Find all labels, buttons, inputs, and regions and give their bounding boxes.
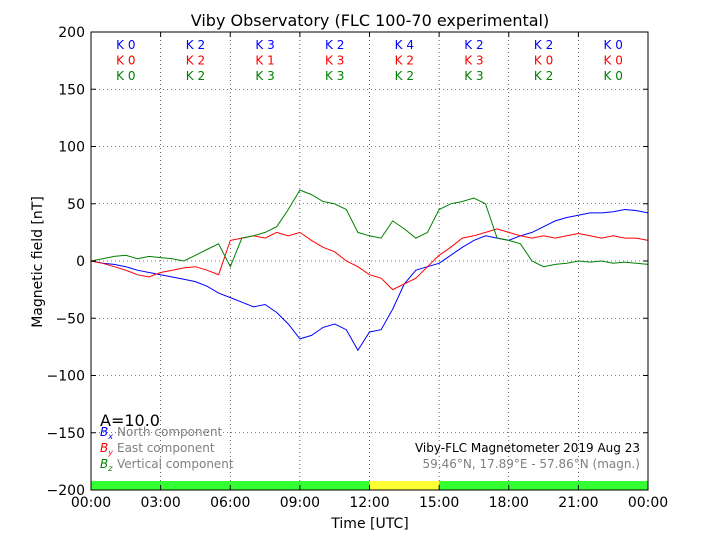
- x-tick-label: 00:00: [71, 495, 111, 511]
- k-index-value: K 3: [255, 69, 274, 83]
- series-line-x: [90, 208, 649, 352]
- series-line-z: [90, 189, 649, 268]
- k-index-value: K 2: [534, 38, 553, 52]
- y-tick-label: −200: [47, 483, 85, 499]
- k-index-value: K 0: [604, 69, 623, 83]
- legend-label: East component: [117, 441, 215, 455]
- legend-symbol-letter: B: [100, 457, 108, 471]
- legend-symbol-letter: B: [100, 441, 108, 455]
- y-tick-label: −50: [55, 311, 85, 327]
- status-segment: [369, 481, 440, 490]
- y-axis-label: Magnetic field [nT]: [30, 196, 46, 328]
- k-index-value: K 2: [395, 69, 414, 83]
- series-line-y: [90, 228, 649, 291]
- x-tick-label: 15:00: [419, 495, 459, 511]
- k-index-value: K 0: [604, 54, 623, 68]
- activity-index-label: A=10.0: [100, 411, 160, 430]
- x-tick-label: 06:00: [210, 495, 250, 511]
- y-tick-label: 200: [58, 25, 85, 41]
- chart-title: Viby Observatory (FLC 100-70 experimenta…: [191, 11, 550, 30]
- y-tick-label: −150: [47, 426, 85, 442]
- x-tick-label: 00:00: [628, 495, 668, 511]
- k-index-value: K 2: [186, 54, 205, 68]
- k-index-value: K 2: [534, 69, 553, 83]
- x-axis-label: Time [UTC]: [330, 516, 408, 532]
- x-tick-label: 18:00: [489, 495, 529, 511]
- k-index-value: K 2: [395, 54, 414, 68]
- k-index-value: K 2: [325, 38, 344, 52]
- k-index-value: K 0: [604, 38, 623, 52]
- legend-symbol: Bx: [100, 425, 113, 441]
- legend-symbol-subscript: z: [107, 464, 113, 473]
- k-index-value: K 3: [464, 54, 483, 68]
- y-tick-label: −100: [47, 369, 85, 385]
- legend: Bx North component By East component Bz Verti…: [100, 425, 234, 473]
- legend-symbol-subscript: x: [107, 432, 113, 441]
- y-tick-label: 0: [76, 254, 85, 270]
- legend-symbol: Bz: [100, 457, 113, 473]
- k-index-value: K 0: [116, 38, 135, 52]
- x-tick-label: 21:00: [558, 495, 598, 511]
- k-index-value: K 2: [186, 69, 205, 83]
- k-index-value: K 3: [325, 54, 344, 68]
- legend-symbol-subscript: y: [107, 448, 113, 457]
- k-index-value: K 0: [534, 54, 553, 68]
- k-index-value: K 2: [186, 38, 205, 52]
- status-segment: [439, 481, 648, 490]
- x-tick-label: 09:00: [280, 495, 320, 511]
- footer-title: Viby-FLC Magnetometer 2019 Aug 23: [415, 441, 640, 455]
- y-tick-label: 150: [58, 82, 85, 98]
- k-index-value: K 0: [116, 69, 135, 83]
- k-index-value: K 3: [464, 69, 483, 83]
- k-index-value: K 1: [255, 54, 274, 68]
- legend-label: North component: [117, 425, 223, 439]
- legend-symbol-letter: B: [100, 425, 108, 439]
- x-tick-label: 12:00: [349, 495, 389, 511]
- footer-coordinates: 59.46°N, 17.89°E - 57.86°N (magn.): [423, 457, 640, 471]
- series-lines: [90, 189, 649, 352]
- y-tick-label: 50: [67, 197, 85, 213]
- axis-ticks: 00:00 03:00 06:00 09:00 12:00 15:00 18:00 21:00…: [47, 25, 669, 511]
- y-tick-label: 100: [58, 140, 85, 156]
- k-index-value: K 3: [255, 38, 274, 52]
- legend-label: Vertical component: [117, 457, 234, 471]
- x-tick-label: 03:00: [140, 495, 180, 511]
- k-index-value: K 4: [395, 38, 414, 52]
- k-index-value: K 0: [116, 54, 135, 68]
- legend-symbol: By: [100, 441, 113, 457]
- k-index-value: K 3: [325, 69, 344, 83]
- k-index-value: K 2: [464, 38, 483, 52]
